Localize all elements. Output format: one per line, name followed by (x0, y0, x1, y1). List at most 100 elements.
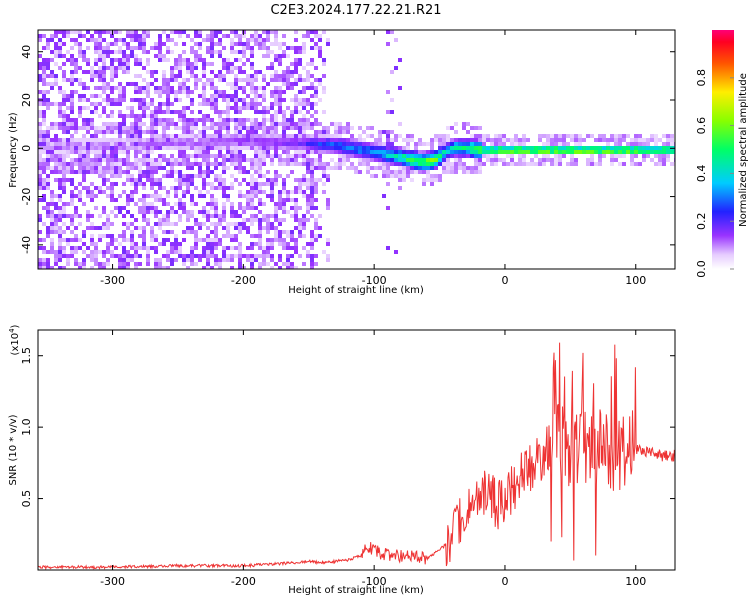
heatmap-cell (318, 146, 322, 150)
heatmap-cell (134, 34, 138, 38)
heatmap-cell (314, 150, 318, 154)
heatmap-cell (310, 142, 314, 146)
heatmap-cell (186, 166, 190, 170)
heatmap-cell (266, 138, 270, 142)
heatmap-cell (142, 130, 146, 134)
heatmap-cell (310, 126, 314, 130)
heatmap-cell (62, 70, 66, 74)
heatmap-cell (286, 174, 290, 178)
heatmap-cell (122, 182, 126, 186)
heatmap-cell (346, 154, 350, 158)
heatmap-cell (286, 78, 290, 82)
heatmap-cell (82, 34, 86, 38)
heatmap-cell (90, 226, 94, 230)
heatmap-cell (102, 154, 106, 158)
heatmap-cell (266, 194, 270, 198)
heatmap-cell (166, 118, 170, 122)
heatmap-cell (46, 150, 50, 154)
heatmap-cell (82, 86, 86, 90)
heatmap-cell (38, 34, 42, 38)
heatmap-cell (406, 142, 410, 146)
heatmap-cell (414, 154, 418, 158)
heatmap-cell (126, 30, 130, 34)
heatmap-cell (186, 226, 190, 230)
heatmap-cell (614, 134, 618, 138)
heatmap-cell (394, 66, 398, 70)
heatmap-cell (270, 122, 274, 126)
heatmap-cell (302, 122, 306, 126)
heatmap-cell (366, 162, 370, 166)
heatmap-cell (138, 90, 142, 94)
heatmap-cell (406, 134, 410, 138)
heatmap-cell (138, 262, 142, 266)
heatmap-cell (282, 262, 286, 266)
heatmap-cell (502, 142, 506, 146)
heatmap-cell (458, 154, 462, 158)
heatmap-cell (282, 110, 286, 114)
heatmap-cell (466, 166, 470, 170)
heatmap-cell (414, 158, 418, 162)
heatmap-cell (466, 170, 470, 174)
heatmap-cell (326, 166, 330, 170)
heatmap-cell (186, 162, 190, 166)
heatmap-cell (266, 230, 270, 234)
heatmap-cell (114, 246, 118, 250)
heatmap-cell (42, 66, 46, 70)
heatmap-cell (122, 130, 126, 134)
heatmap-cell (474, 154, 478, 158)
heatmap-cell (266, 238, 270, 242)
heatmap-cell (374, 150, 378, 154)
heatmap-cell (126, 258, 130, 262)
heatmap-cell (150, 74, 154, 78)
heatmap-cell (94, 58, 98, 62)
heatmap-cell (290, 214, 294, 218)
heatmap-cell (118, 170, 122, 174)
heatmap-cell (570, 154, 574, 158)
heatmap-cell (218, 162, 222, 166)
heatmap-cell (266, 126, 270, 130)
heatmap-cell (206, 262, 210, 266)
heatmap-cell (110, 146, 114, 150)
heatmap-cell (262, 114, 266, 118)
heatmap-cell (470, 142, 474, 146)
heatmap-cell (106, 218, 110, 222)
heatmap-cell (106, 258, 110, 262)
heatmap-cell (314, 90, 318, 94)
heatmap-cell (278, 230, 282, 234)
heatmap-cell (298, 90, 302, 94)
heatmap-cell (94, 70, 98, 74)
heatmap-cell (574, 138, 578, 142)
heatmap-cell (170, 162, 174, 166)
heatmap-cell (222, 90, 226, 94)
heatmap-cell (306, 142, 310, 146)
heatmap-cell (498, 138, 502, 142)
heatmap-cell (218, 122, 222, 126)
heatmap-cell (42, 130, 46, 134)
heatmap-cell (54, 30, 58, 34)
heatmap-cell (426, 142, 430, 146)
heatmap-cell (94, 30, 98, 34)
heatmap-cell (242, 154, 246, 158)
heatmap-cell (306, 134, 310, 138)
heatmap-cell (46, 166, 50, 170)
heatmap-cell (158, 198, 162, 202)
heatmap-cell (114, 126, 118, 130)
heatmap-cell (290, 98, 294, 102)
heatmap-cell (174, 258, 178, 262)
heatmap-cell (38, 166, 42, 170)
heatmap-cell (230, 50, 234, 54)
heatmap-cell (102, 234, 106, 238)
heatmap-cell (482, 142, 486, 146)
heatmap-cell (214, 246, 218, 250)
heatmap-cell (50, 122, 54, 126)
x-tick-label: 0 (501, 575, 508, 588)
heatmap-cell (234, 106, 238, 110)
heatmap-cell (318, 214, 322, 218)
heatmap-cell (538, 158, 542, 162)
heatmap-cell (238, 222, 242, 226)
heatmap-cell (222, 246, 226, 250)
heatmap-cell (442, 170, 446, 174)
x-tick-label: -100 (362, 274, 387, 287)
heatmap-cell (562, 142, 566, 146)
heatmap-cell (226, 222, 230, 226)
